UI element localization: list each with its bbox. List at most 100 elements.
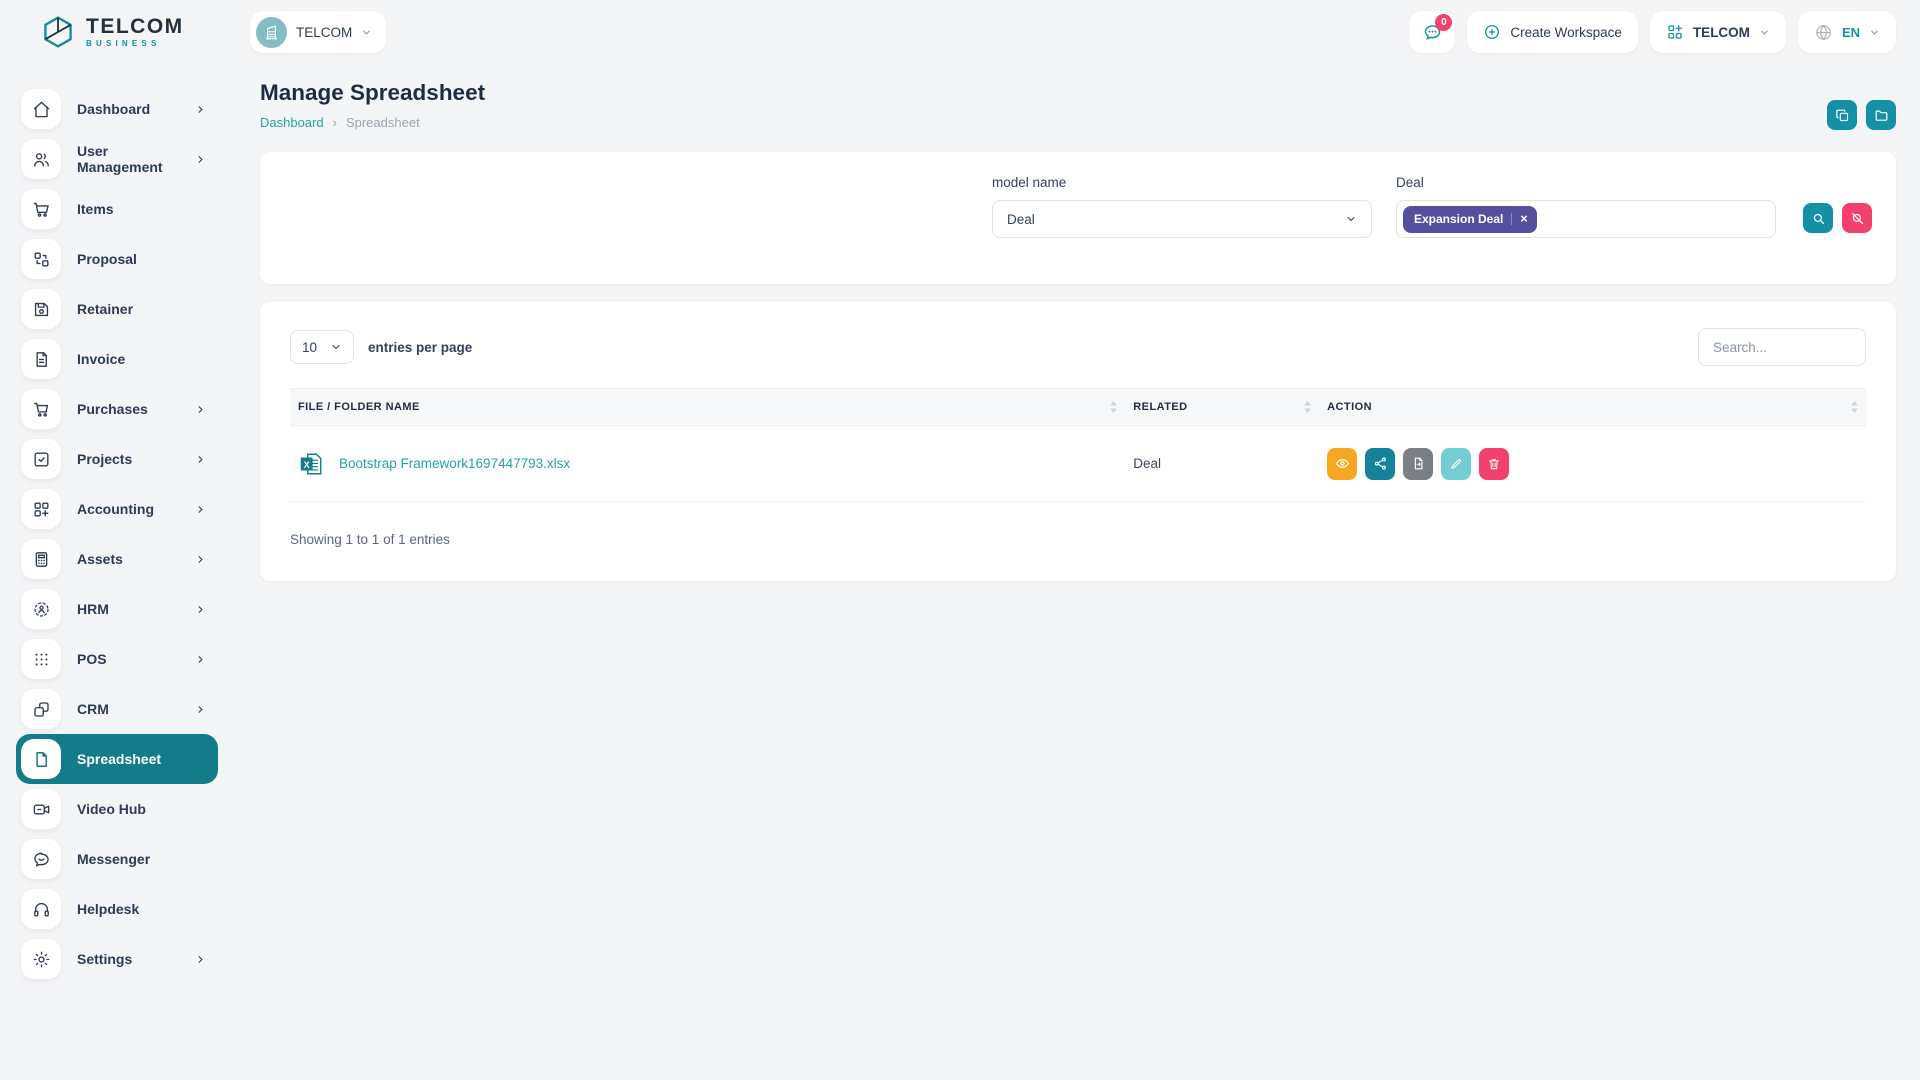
sidebar-item-pos[interactable]: POS <box>16 634 218 684</box>
model-select[interactable]: Deal <box>992 200 1372 238</box>
grid-plus-icon <box>21 489 61 529</box>
floppy-disk-icon <box>21 289 61 329</box>
brand-tagline: BUSINESS <box>86 39 161 48</box>
files-table: FILE / FOLDER NAME RELATED <box>290 388 1866 502</box>
home-icon <box>21 89 61 129</box>
sidebar-item-projects[interactable]: Projects <box>16 434 218 484</box>
chat-bubble-icon <box>21 839 61 879</box>
sidebar-item-spreadsheet[interactable]: Spreadsheet <box>16 734 218 784</box>
language-dropdown[interactable]: EN <box>1797 11 1896 53</box>
file-link[interactable]: Bootstrap Framework1697447793.xlsx <box>339 456 571 471</box>
chevron-right-icon <box>195 504 206 515</box>
copy-file-icon <box>1835 108 1850 123</box>
main-content: Manage Spreadsheet Dashboard › Spreadshe… <box>238 54 1920 581</box>
company-dropdown[interactable]: TELCOM <box>1649 11 1786 53</box>
pencil-icon <box>1449 457 1463 471</box>
brand-cube-icon <box>40 14 76 50</box>
sidebar-item-helpdesk[interactable]: Helpdesk <box>16 884 218 934</box>
excel-file-icon: X <box>298 451 324 477</box>
breadcrumb-dashboard-link[interactable]: Dashboard <box>260 115 324 130</box>
chevron-right-icon <box>195 554 206 565</box>
sort-icon[interactable] <box>1304 401 1312 413</box>
folder-button[interactable] <box>1866 100 1896 130</box>
column-header-action[interactable]: ACTION <box>1319 388 1866 426</box>
workspace-name: TELCOM <box>296 24 353 40</box>
page-size-select[interactable]: 10 <box>290 330 354 364</box>
create-workspace-button[interactable]: Create Workspace <box>1467 11 1638 53</box>
workspace-selector[interactable]: TELCOM <box>250 11 387 53</box>
apply-filter-button[interactable] <box>1803 203 1833 233</box>
trash-icon <box>1487 457 1501 471</box>
eye-icon <box>1335 456 1350 471</box>
overlapping-squares-icon <box>21 689 61 729</box>
create-spreadsheet-button[interactable] <box>1827 100 1857 130</box>
chevron-right-icon <box>195 954 206 965</box>
sidebar-item-invoice[interactable]: Invoice <box>16 334 218 384</box>
chevron-right-icon <box>195 404 206 415</box>
breadcrumb-separator: › <box>332 115 337 130</box>
sidebar-item-settings[interactable]: Settings <box>16 934 218 984</box>
sidebar-item-items[interactable]: Items <box>16 184 218 234</box>
share-button[interactable] <box>1365 447 1396 480</box>
chevron-down-icon <box>1869 27 1880 38</box>
sidebar-item-proposal[interactable]: Proposal <box>16 234 218 284</box>
folder-icon <box>1874 108 1889 123</box>
notification-badge: 0 <box>1435 14 1453 31</box>
brand-logo[interactable]: TELCOM BUSINESS <box>40 14 226 50</box>
search-off-icon <box>1850 211 1865 226</box>
entries-summary: Showing 1 to 1 of 1 entries <box>290 532 450 547</box>
edit-button[interactable] <box>1441 447 1472 480</box>
globe-icon <box>1814 23 1833 42</box>
sidebar-item-messenger[interactable]: Messenger <box>16 834 218 884</box>
svg-text:X: X <box>304 459 311 469</box>
gear-icon <box>21 939 61 979</box>
related-label: Deal <box>1396 175 1424 190</box>
sidebar-item-hrm[interactable]: HRM <box>16 584 218 634</box>
video-camera-icon <box>21 789 61 829</box>
export-file-button[interactable] <box>1403 447 1434 480</box>
sidebar-item-user-management[interactable]: User Management <box>16 134 218 184</box>
chevron-down-icon <box>361 27 372 38</box>
chevron-down-icon <box>1759 27 1770 38</box>
headset-icon <box>21 889 61 929</box>
table-row: X Bootstrap Framework1697447793.xlsx Dea… <box>290 425 1866 502</box>
sort-icon[interactable] <box>1851 401 1858 413</box>
view-button[interactable] <box>1327 447 1358 480</box>
sidebar-item-retainer[interactable]: Retainer <box>16 284 218 334</box>
brand-name: TELCOM <box>86 15 184 38</box>
chevron-right-icon <box>195 604 206 615</box>
chevron-right-icon <box>195 154 206 165</box>
spreadsheet-table-panel: 10 entries per page FILE / FOLDER NAME <box>260 302 1896 581</box>
share-icon <box>1373 456 1388 471</box>
chevron-right-icon <box>195 454 206 465</box>
topbar: TELCOM BUSINESS TELCOM 0 <box>0 0 1920 54</box>
dots-grid-icon <box>21 639 61 679</box>
checkbox-icon <box>21 439 61 479</box>
sidebar-item-video-hub[interactable]: Video Hub <box>16 784 218 834</box>
sidebar-item-accounting[interactable]: Accounting <box>16 484 218 534</box>
column-header-file[interactable]: FILE / FOLDER NAME <box>290 388 1126 426</box>
chevron-down-icon <box>330 341 342 353</box>
filter-panel: model name Deal Deal Expansion Deal × <box>260 152 1896 284</box>
sort-icon[interactable] <box>1110 401 1118 413</box>
chevron-down-icon <box>1345 213 1357 225</box>
column-header-related[interactable]: RELATED <box>1125 388 1320 426</box>
sidebar-item-assets[interactable]: Assets <box>16 534 218 584</box>
plus-circle-icon <box>1483 23 1501 41</box>
model-name-label: model name <box>992 175 1067 190</box>
page-size-value: 10 <box>302 339 318 355</box>
delete-button[interactable] <box>1479 447 1510 480</box>
messages-button[interactable]: 0 <box>1409 11 1456 53</box>
language-code: EN <box>1841 24 1860 40</box>
model-select-value: Deal <box>1007 211 1035 227</box>
related-tag-input[interactable]: Expansion Deal × <box>1396 200 1776 238</box>
sidebar-item-crm[interactable]: CRM <box>16 684 218 734</box>
sidebar-item-purchases[interactable]: Purchases <box>16 384 218 434</box>
tag-label: Expansion Deal <box>1414 212 1504 226</box>
table-search-input[interactable] <box>1698 328 1866 366</box>
workspace-avatar <box>256 16 287 48</box>
chevron-right-icon <box>195 104 206 115</box>
clear-filter-button[interactable] <box>1842 203 1872 233</box>
tag-remove-icon[interactable]: × <box>1511 213 1528 226</box>
sidebar-item-dashboard[interactable]: Dashboard <box>16 84 218 134</box>
